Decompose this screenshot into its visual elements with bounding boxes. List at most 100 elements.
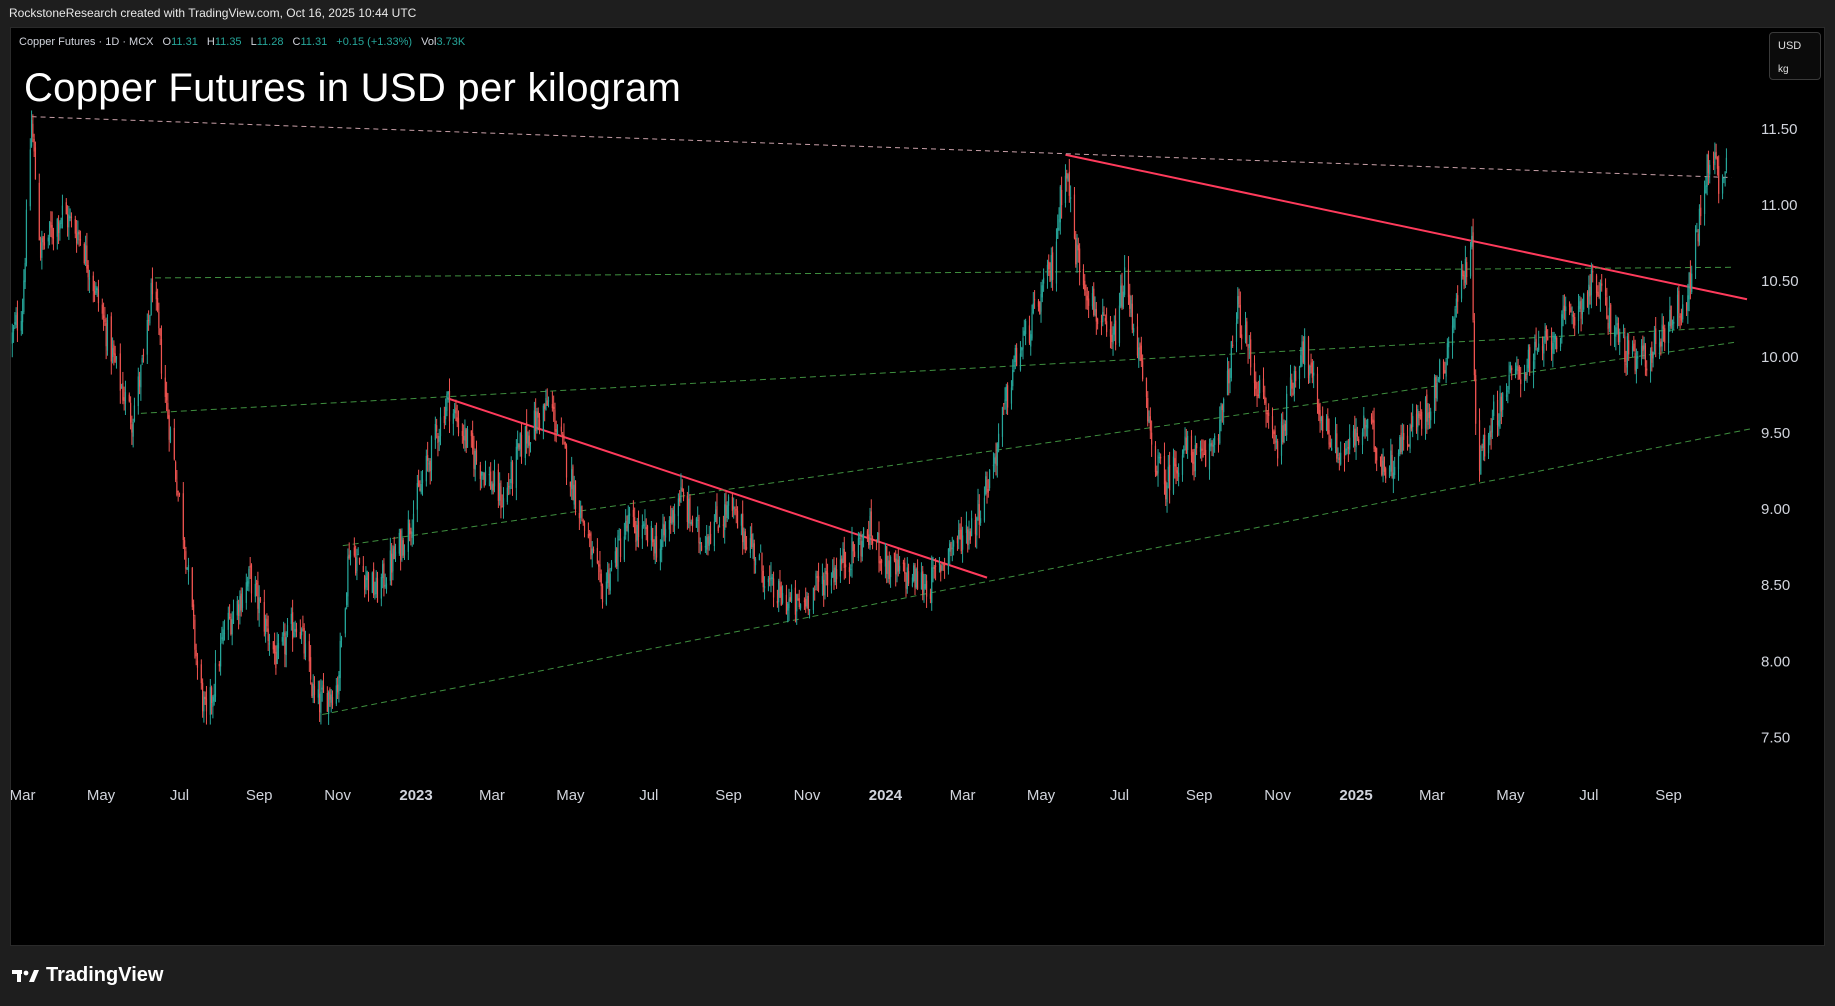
candle-body <box>1262 378 1265 393</box>
candle-body <box>1021 347 1023 351</box>
candle-body <box>776 600 779 604</box>
candle-body <box>105 323 107 347</box>
candle-body <box>1415 414 1418 431</box>
trendline <box>322 428 1753 716</box>
tradingview-footer: TradingView <box>12 964 163 987</box>
candle-body <box>895 558 897 575</box>
candle-body <box>1511 367 1513 371</box>
candle-body <box>39 242 42 258</box>
candle-body <box>385 583 388 590</box>
candle-body <box>1631 346 1634 355</box>
candle-body <box>979 518 982 523</box>
candle-body <box>1586 291 1589 308</box>
candle-body <box>911 577 914 587</box>
candle-body <box>160 339 163 374</box>
candle-body <box>364 575 366 590</box>
candle-body <box>1697 233 1699 242</box>
candle-body <box>1544 330 1546 343</box>
trendline <box>31 116 1732 179</box>
candle-body <box>1651 347 1653 363</box>
candle-body <box>968 528 970 541</box>
candle-body <box>1662 326 1665 329</box>
candle-body <box>178 492 181 496</box>
candle-body <box>627 514 629 533</box>
candle-body <box>896 559 898 573</box>
candle-body <box>1478 420 1481 471</box>
candle-body <box>1725 157 1728 171</box>
candle-body <box>25 209 28 264</box>
candle-body <box>1424 398 1427 429</box>
candle-body <box>857 538 860 558</box>
candle-body <box>546 400 548 406</box>
candle-body <box>699 541 701 545</box>
candle-body <box>1311 362 1313 378</box>
candle-body <box>1610 304 1612 334</box>
candle-body <box>421 479 424 483</box>
candle-body <box>1203 454 1205 456</box>
candle-body <box>131 424 133 433</box>
trendline <box>155 266 1732 279</box>
candle-body <box>277 643 280 649</box>
candle-body <box>641 525 643 539</box>
candle-body <box>411 531 413 538</box>
candle-body <box>373 568 375 596</box>
x-tick-label: 2025 <box>1339 787 1372 804</box>
candle-body <box>1516 365 1518 371</box>
candle-body <box>47 237 49 242</box>
candle-body <box>1619 331 1621 343</box>
candle-body <box>718 526 721 528</box>
candle-body <box>158 311 160 329</box>
candle-body <box>32 123 34 137</box>
candle-body <box>1097 318 1099 325</box>
candle-body <box>744 531 746 550</box>
candle-body <box>592 549 595 552</box>
candle-body <box>1445 362 1447 377</box>
candle-body <box>1464 258 1466 283</box>
candle-body <box>1685 302 1688 311</box>
candle-body <box>869 515 871 548</box>
candle-body <box>393 546 395 559</box>
candle-body <box>1428 411 1430 418</box>
candle-body <box>1220 403 1222 421</box>
candle-body <box>1628 340 1630 355</box>
candle-body <box>265 618 267 635</box>
candle-body <box>1664 328 1666 343</box>
x-tick-label: Mar <box>11 787 35 804</box>
candle-body <box>1418 413 1420 418</box>
candle-body <box>1338 457 1340 461</box>
candle-body <box>1138 347 1140 360</box>
candle-body <box>1094 308 1096 312</box>
candle-body <box>1082 268 1085 286</box>
candle-body <box>1033 299 1036 301</box>
candle-body <box>1302 341 1304 363</box>
candle-body <box>1599 282 1602 300</box>
candle-body <box>447 391 449 395</box>
candle-body <box>1148 419 1150 422</box>
candle-body <box>938 562 941 565</box>
candle-body <box>331 697 334 706</box>
candle-body <box>1194 445 1196 471</box>
candle-body <box>70 216 73 219</box>
candle-body <box>879 560 881 564</box>
candle-body <box>177 491 179 493</box>
candle-body <box>1518 366 1520 380</box>
candle-body <box>835 569 838 580</box>
candle-body <box>150 282 152 316</box>
candle-body <box>182 493 184 541</box>
candle-body <box>294 628 296 632</box>
candle-body <box>663 524 665 536</box>
candle-body <box>1313 372 1315 376</box>
candle-body <box>1707 154 1710 173</box>
candle-body <box>1001 407 1004 437</box>
candle-body <box>1419 414 1421 416</box>
y-tick-label: 10.00 <box>1761 349 1799 366</box>
candle-body <box>1590 269 1593 296</box>
price-chart[interactable]: 7.50 8.00 8.50 9.00 9.50 10.00 10.50 11.00 11.50… <box>11 28 1824 945</box>
candle-body <box>992 464 995 466</box>
candle-body <box>320 691 322 713</box>
candle-body <box>850 568 852 570</box>
candle-body <box>1561 314 1563 338</box>
chart-area[interactable]: 7.50 8.00 8.50 9.00 9.50 10.00 10.50 11.00 11.50… <box>10 27 1825 946</box>
currency-unit-button[interactable]: USD kg <box>1769 32 1821 80</box>
candle-body <box>986 479 988 493</box>
